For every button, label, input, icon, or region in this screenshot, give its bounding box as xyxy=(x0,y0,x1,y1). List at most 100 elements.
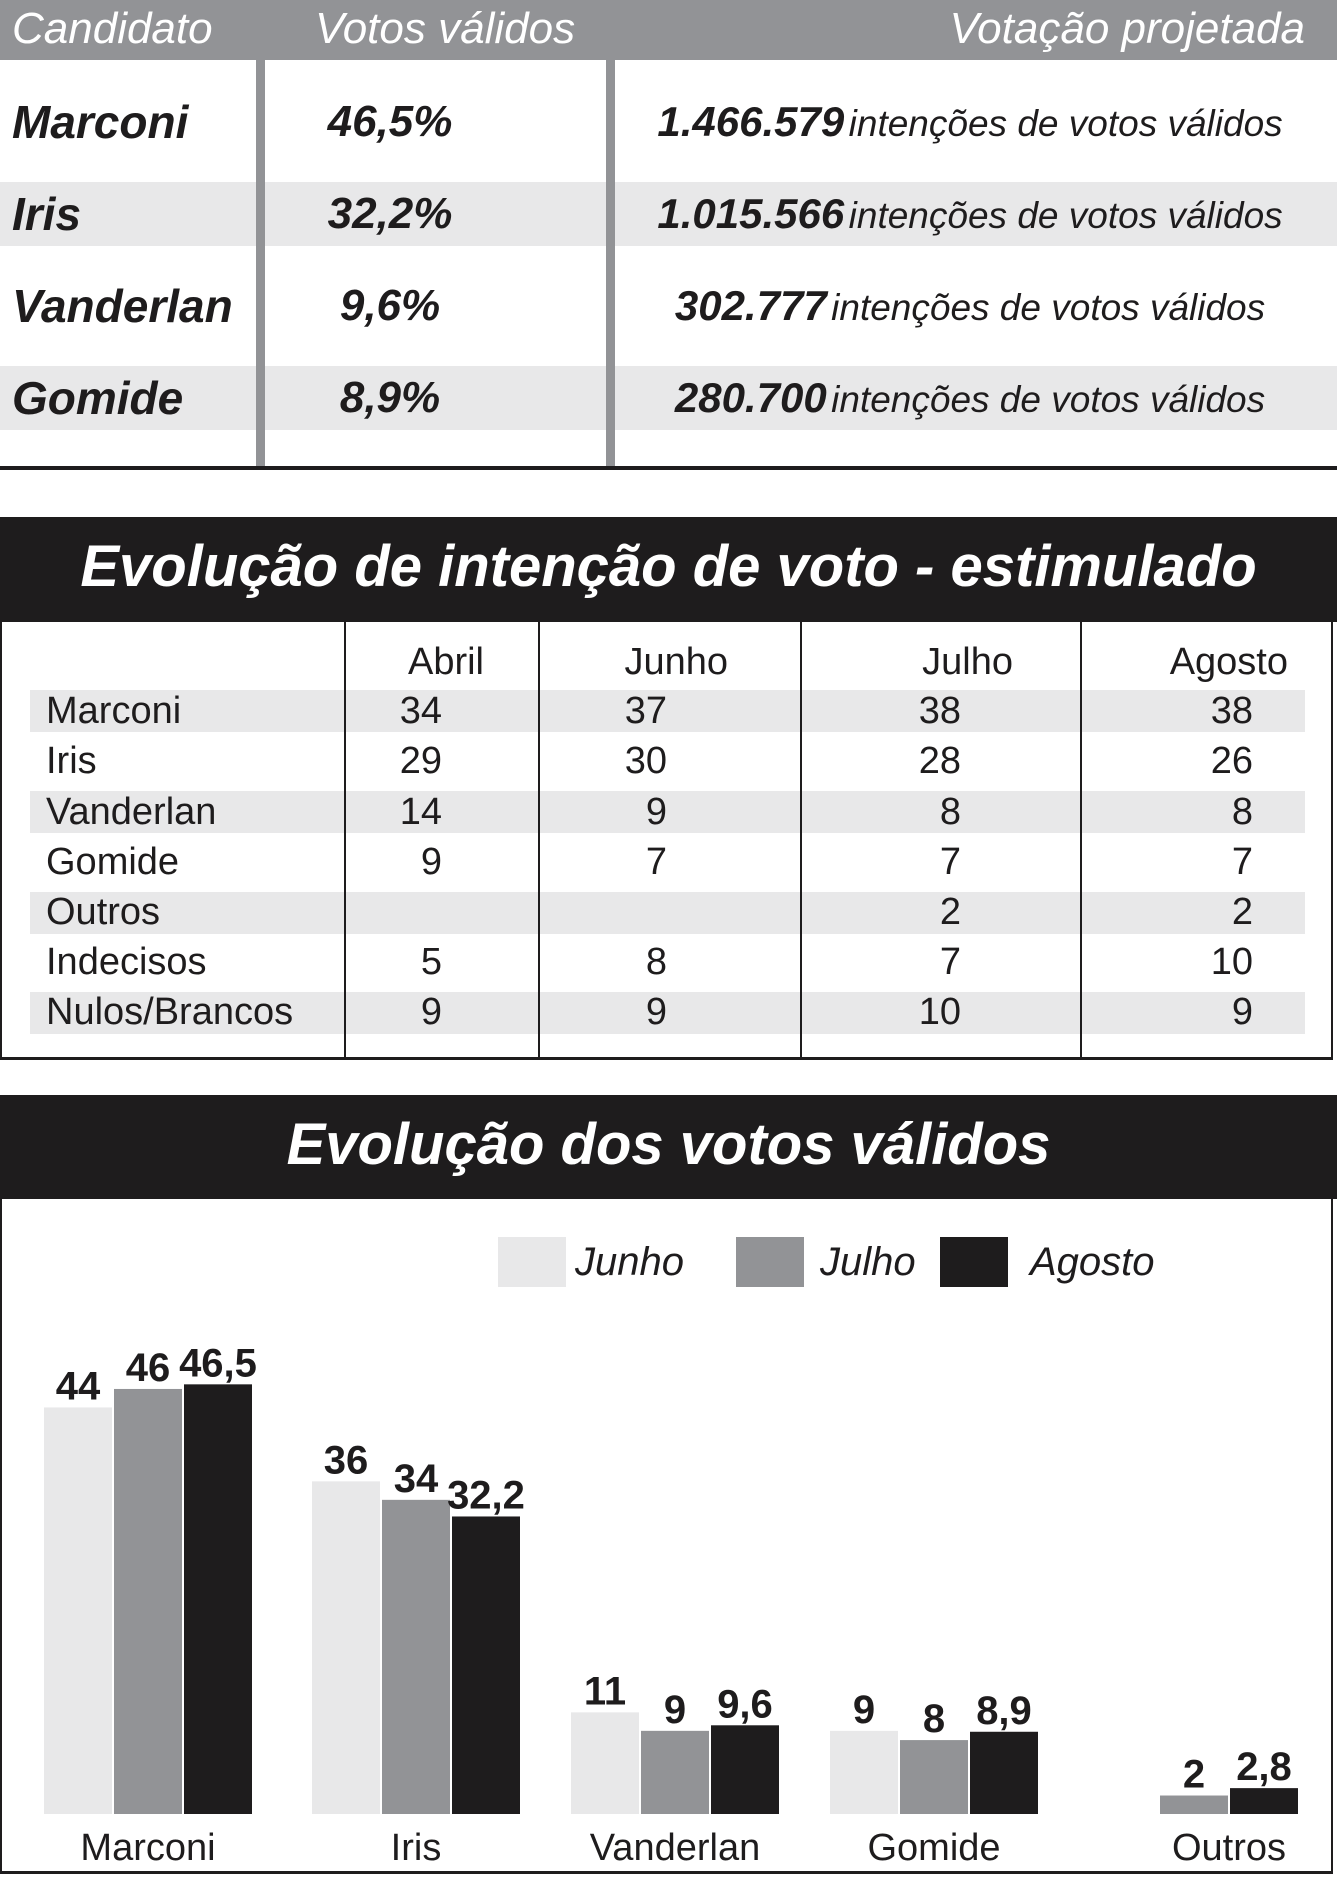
column-divider xyxy=(606,0,615,466)
valid-pct: 9,6% xyxy=(339,281,441,330)
bar-agosto xyxy=(711,1725,779,1814)
table-cell: 7 xyxy=(939,841,961,883)
bar-value-label: 36 xyxy=(324,1438,369,1482)
stimulated-title: Evolução de intenção de voto - estimulad… xyxy=(0,517,1337,622)
bar-value-label: 9,6 xyxy=(717,1682,773,1726)
table-cell: 10 xyxy=(1210,941,1253,983)
row-stripe xyxy=(0,366,1337,430)
table-cell: 28 xyxy=(918,740,961,782)
valid-votes-header: Candidato Votos válidos Votação projetad… xyxy=(0,0,1337,60)
row-stripe xyxy=(30,892,1305,934)
bar-julho xyxy=(641,1730,709,1814)
category-label: Iris xyxy=(391,1827,442,1869)
row-label: Indecisos xyxy=(46,941,207,983)
bar-value-label: 46,5 xyxy=(179,1341,257,1385)
bar-julho xyxy=(900,1740,968,1814)
bar-value-label: 34 xyxy=(394,1457,439,1501)
bar-value-label: 2 xyxy=(1183,1753,1205,1797)
header-valid-votes: Votos válidos xyxy=(315,4,576,53)
table-row: Marconi 46,5% 1.466.579 intenções de vot… xyxy=(0,90,1337,154)
valid-votes-table: Candidato Votos válidos Votação projetad… xyxy=(0,0,1337,470)
month-header: Julho xyxy=(922,641,1013,683)
header-candidate: Candidato xyxy=(12,4,213,53)
bar-value-label: 9 xyxy=(853,1688,875,1732)
table-cell: 30 xyxy=(624,740,667,782)
row-label: Vanderlan xyxy=(46,791,217,833)
table-cell: 7 xyxy=(645,841,667,883)
valid-pct: 8,9% xyxy=(339,373,441,422)
legend-swatch xyxy=(940,1237,1008,1287)
table-cell: 8 xyxy=(1231,791,1253,833)
projected-number: 1.015.566 xyxy=(657,190,845,237)
candidate-name: Iris xyxy=(12,188,82,240)
bar-value-label: 46 xyxy=(126,1346,171,1390)
row-stripe xyxy=(30,791,1305,833)
table-cell: 2 xyxy=(939,891,961,933)
column-divider xyxy=(538,622,540,1060)
projected-votes: 280.700 intenções de votos válidos xyxy=(620,366,1320,440)
column-divider xyxy=(1080,622,1082,1060)
table-cell: 7 xyxy=(939,941,961,983)
bar-value-label: 9 xyxy=(664,1688,686,1732)
table-cell: 38 xyxy=(1210,690,1253,732)
bar-agosto xyxy=(1230,1788,1298,1814)
row-label: Gomide xyxy=(46,841,180,883)
month-header: Abril xyxy=(407,641,484,683)
projected-suffix: intenções de votos válidos xyxy=(848,195,1283,236)
projected-suffix: intenções de votos válidos xyxy=(831,379,1266,420)
row-label: Marconi xyxy=(46,690,182,732)
table-cell: 29 xyxy=(399,740,442,782)
stimulated-frame xyxy=(0,622,1333,1060)
bar-julho xyxy=(114,1388,182,1814)
table-cell: 34 xyxy=(399,690,442,732)
valid-pct: 32,2% xyxy=(327,189,453,238)
candidate-name: Gomide xyxy=(12,372,184,424)
projected-suffix: intenções de votos válidos xyxy=(848,103,1283,144)
bar-junho xyxy=(44,1407,112,1814)
stimulated-table: Evolução de intenção de voto - estimulad… xyxy=(0,517,1337,1062)
bar-junho xyxy=(571,1712,639,1814)
chart-legend: Junho Julho Agosto xyxy=(498,1237,1155,1287)
column-divider xyxy=(344,622,346,1060)
category-label: Marconi xyxy=(80,1827,215,1869)
bar-agosto xyxy=(184,1384,252,1814)
chart-canvas: Junho Julho Agosto 44 46 46,5 Marconi 36 34 32,2… xyxy=(44,1237,1298,1869)
candidate-name: Marconi xyxy=(12,96,189,148)
column-divider xyxy=(800,622,802,1060)
chart-bars: 44 46 46,5 Marconi 36 34 32,2 Iris 11 9 9,6 Vanderl… xyxy=(44,1341,1298,1869)
projected-number: 1.466.579 xyxy=(657,98,845,145)
bar-value-label: 8 xyxy=(923,1697,945,1741)
table-cell: 10 xyxy=(918,991,961,1033)
bar-value-label: 2,8 xyxy=(1236,1745,1292,1789)
table-cell: 8 xyxy=(939,791,961,833)
row-stripe xyxy=(0,182,1337,246)
category-label: Outros xyxy=(1172,1827,1286,1869)
column-divider xyxy=(256,0,265,466)
bar-julho xyxy=(1160,1795,1228,1814)
chart-title: Evolução dos votos válidos xyxy=(0,1095,1337,1199)
bar-agosto xyxy=(970,1731,1038,1814)
table-cell: 2 xyxy=(1231,891,1253,933)
table-row: Vanderlan 9,6% 302.777 intenções de voto… xyxy=(0,274,1337,338)
row-stripe xyxy=(30,690,1305,732)
table-row: Iris 32,2% 1.015.566 intenções de votos … xyxy=(0,182,1337,246)
bar-junho xyxy=(830,1730,898,1814)
valid-pct: 46,5% xyxy=(327,97,453,146)
table-cell: 26 xyxy=(1210,740,1253,782)
projected-suffix: intenções de votos válidos xyxy=(831,287,1266,328)
projected-votes: 302.777 intenções de votos válidos xyxy=(620,274,1320,348)
chart-frame xyxy=(0,1199,1333,1874)
table-cell: 7 xyxy=(1231,841,1253,883)
row-stripe xyxy=(30,992,1305,1034)
legend-swatch xyxy=(498,1237,566,1287)
projected-votes: 1.466.579 intenções de votos válidos xyxy=(620,90,1320,164)
table-cell: 14 xyxy=(399,791,442,833)
month-header: Agosto xyxy=(1169,641,1288,683)
table-cell: 9 xyxy=(1231,991,1253,1033)
valid-votes-chart: Evolução dos votos válidos Junho Julho Ago… xyxy=(0,1095,1337,1878)
table-row: Gomide 8,9% 280.700 intenções de votos v… xyxy=(0,366,1337,430)
projected-votes: 1.015.566 intenções de votos válidos xyxy=(620,182,1320,256)
category-label: Vanderlan xyxy=(590,1827,760,1869)
bar-value-label: 8,9 xyxy=(976,1689,1032,1733)
bar-value-label: 32,2 xyxy=(447,1473,525,1517)
